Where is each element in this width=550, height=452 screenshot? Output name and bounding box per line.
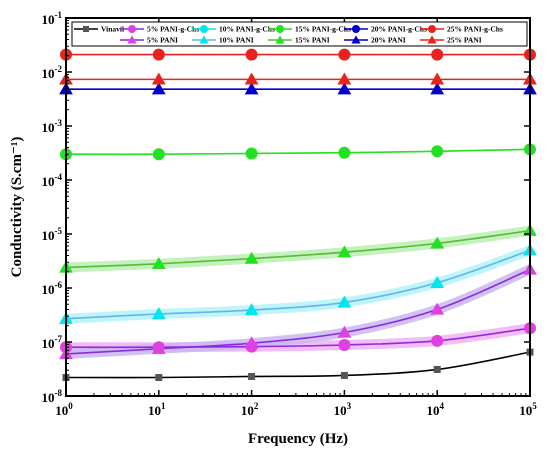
y-tick-label-3: 10-6	[42, 280, 63, 297]
20pct-pani-g-chs-legend-marker	[352, 25, 360, 33]
15pct-pani-band	[66, 225, 530, 273]
vinavil-point-4: Vinavil: 2.4e-8	[340, 371, 348, 379]
20pct-pani-point-4: 20% PANI: 0.0048	[337, 82, 352, 95]
5pct-pani-g-chs-line	[66, 327, 530, 349]
15pct-pani-point-3: 15% PANI: 0.0000035	[244, 251, 259, 264]
20pct-pani-g-chs-legend-label: 20% PANI-g-Chs	[371, 25, 427, 34]
20pct-pani-point-3: 20% PANI: 0.0048	[244, 82, 259, 95]
y-tick-label-6: 10-3	[42, 118, 63, 135]
10pct-pani-point-2: 10% PANI: 3.3e-7	[151, 307, 166, 320]
10pct-pani-point-3: 10% PANI: 3.9e-7	[244, 303, 259, 316]
10pct-pani-g-chs-legend-marker	[200, 25, 208, 33]
25pct-pani-g-chs-point-2: 25% PANI-g-Chs: 0.021	[152, 48, 165, 61]
15pct-pani-line	[66, 229, 530, 269]
10pct-pani-g-chs-legend-label: 10% PANI-g-Chs	[219, 25, 275, 34]
vinavil-point-3: Vinavil: 2.3e-8	[248, 372, 256, 380]
y-tick-label-7: 10-2	[42, 64, 63, 81]
x-tick-label-4: 103	[334, 401, 352, 418]
5pct-pani-g-chs-point-4: 5% PANI-g-Chs: 8.8e-8	[338, 338, 351, 351]
vinavil-line	[66, 351, 530, 379]
vinavil-point-2: Vinavil: 2.2e-8	[155, 374, 163, 382]
15pct-pani-g-chs-point-4: 15% PANI-g-Chs: 0.00032	[338, 146, 351, 159]
5pct-pani-line	[66, 268, 530, 355]
5pct-pani-g-chs-legend-label: 5% PANI-g-Chs	[147, 25, 199, 34]
25pct-pani-legend-label: 25% PANI	[447, 36, 482, 45]
25pct-pani-g-chs-point-4: 25% PANI-g-Chs: 0.021	[338, 48, 351, 61]
y-axis-title: Conductivity (S.cm⁻¹)	[9, 137, 25, 278]
5pct-pani-point-4: 5% PANI: 1.5e-7	[337, 325, 352, 338]
x-tick-label-2: 101	[148, 401, 166, 418]
15pct-pani-g-chs-point-5: 15% PANI-g-Chs: 0.00034	[431, 145, 444, 158]
vinavil-legend-marker	[83, 26, 89, 32]
y-tick-label-4: 10-5	[42, 226, 63, 243]
y-tick-label-2: 10-7	[42, 334, 63, 351]
legend-box	[71, 21, 528, 47]
x-tick-label-6: 105	[519, 401, 537, 418]
25pct-pani-g-chs-point-3: 25% PANI-g-Chs: 0.021	[245, 48, 258, 61]
vinavil-point-5: Vinavil: 3.1e-8	[433, 365, 441, 373]
20pct-pani-legend-label: 20% PANI	[371, 36, 406, 45]
25pct-pani-point-4: 25% PANI: 0.0073	[337, 72, 352, 85]
15pct-pani-g-chs-legend-label: 15% PANI-g-Chs	[295, 25, 351, 34]
plot-frame	[65, 17, 531, 397]
15pct-pani-legend-marker	[275, 35, 285, 44]
15pct-pani-g-chs-point-3: 15% PANI-g-Chs: 0.00031	[245, 147, 258, 160]
25pct-pani-g-chs-point-5: 25% PANI-g-Chs: 0.021	[431, 48, 444, 61]
x-tick-label-5: 104	[426, 401, 444, 418]
5pct-pani-point-3: 5% PANI: 9.5e-8	[244, 336, 259, 349]
vinavil-legend-label: Vinavil	[101, 25, 124, 34]
25pct-pani-legend-marker	[427, 35, 437, 44]
25pct-pani-g-chs-legend-label: 25% PANI-g-Chs	[447, 25, 503, 34]
20pct-pani-legend-marker	[351, 35, 361, 44]
x-tick-label-1: 100	[55, 401, 73, 418]
15pct-pani-g-chs-legend-marker	[276, 25, 284, 33]
15pct-pani-g-chs-line	[66, 148, 530, 156]
y-tick-label-1: 10-8	[42, 388, 63, 405]
10pct-pani-point-4: 10% PANI: 5.4e-7	[337, 295, 352, 308]
20pct-pani-point-2: 20% PANI: 0.0048	[151, 82, 166, 95]
10pct-pani-line	[66, 249, 530, 320]
20pct-pani-point-5: 20% PANI: 0.0048	[430, 82, 445, 95]
10pct-pani-point-5: 10% PANI: 0.00000125	[430, 275, 445, 288]
10pct-pani-legend-marker	[199, 35, 209, 44]
5pct-pani-g-chs-point-5: 5% PANI-g-Chs: 1.05e-7	[431, 334, 444, 347]
x-tick-label-3: 102	[241, 401, 259, 418]
15pct-pani-g-chs-point-2: 15% PANI-g-Chs: 0.0003	[152, 148, 165, 161]
15pct-pani-point-2: 15% PANI: 0.0000028	[151, 256, 166, 270]
15pct-pani-point-4: 15% PANI: 0.0000046	[337, 245, 352, 258]
5pct-pani-point-2: 5% PANI: 7.5e-8	[151, 341, 166, 354]
15pct-pani-point-5: 15% PANI: 0.0000067	[430, 236, 445, 249]
25pct-pani-g-chs-legend-marker	[428, 25, 436, 33]
25pct-pani-point-3: 25% PANI: 0.0073	[244, 72, 259, 85]
5pct-pani-g-chs-legend-marker	[128, 25, 136, 33]
15pct-pani-legend-label: 15% PANI	[295, 36, 330, 45]
25pct-pani-point-5: 25% PANI: 0.0073	[430, 72, 445, 85]
y-tick-label-8: 10-1	[42, 10, 63, 27]
x-axis-title: Frequency (Hz)	[248, 431, 348, 447]
5pct-pani-legend-marker	[127, 35, 137, 44]
25pct-pani-point-2: 25% PANI: 0.0073	[151, 72, 166, 85]
y-tick-label-5: 10-4	[42, 172, 63, 189]
10pct-pani-legend-label: 10% PANI	[219, 36, 254, 45]
5pct-pani-legend-label: 5% PANI	[147, 36, 178, 45]
5pct-pani-point-5: 5% PANI: 4e-7	[430, 302, 445, 315]
